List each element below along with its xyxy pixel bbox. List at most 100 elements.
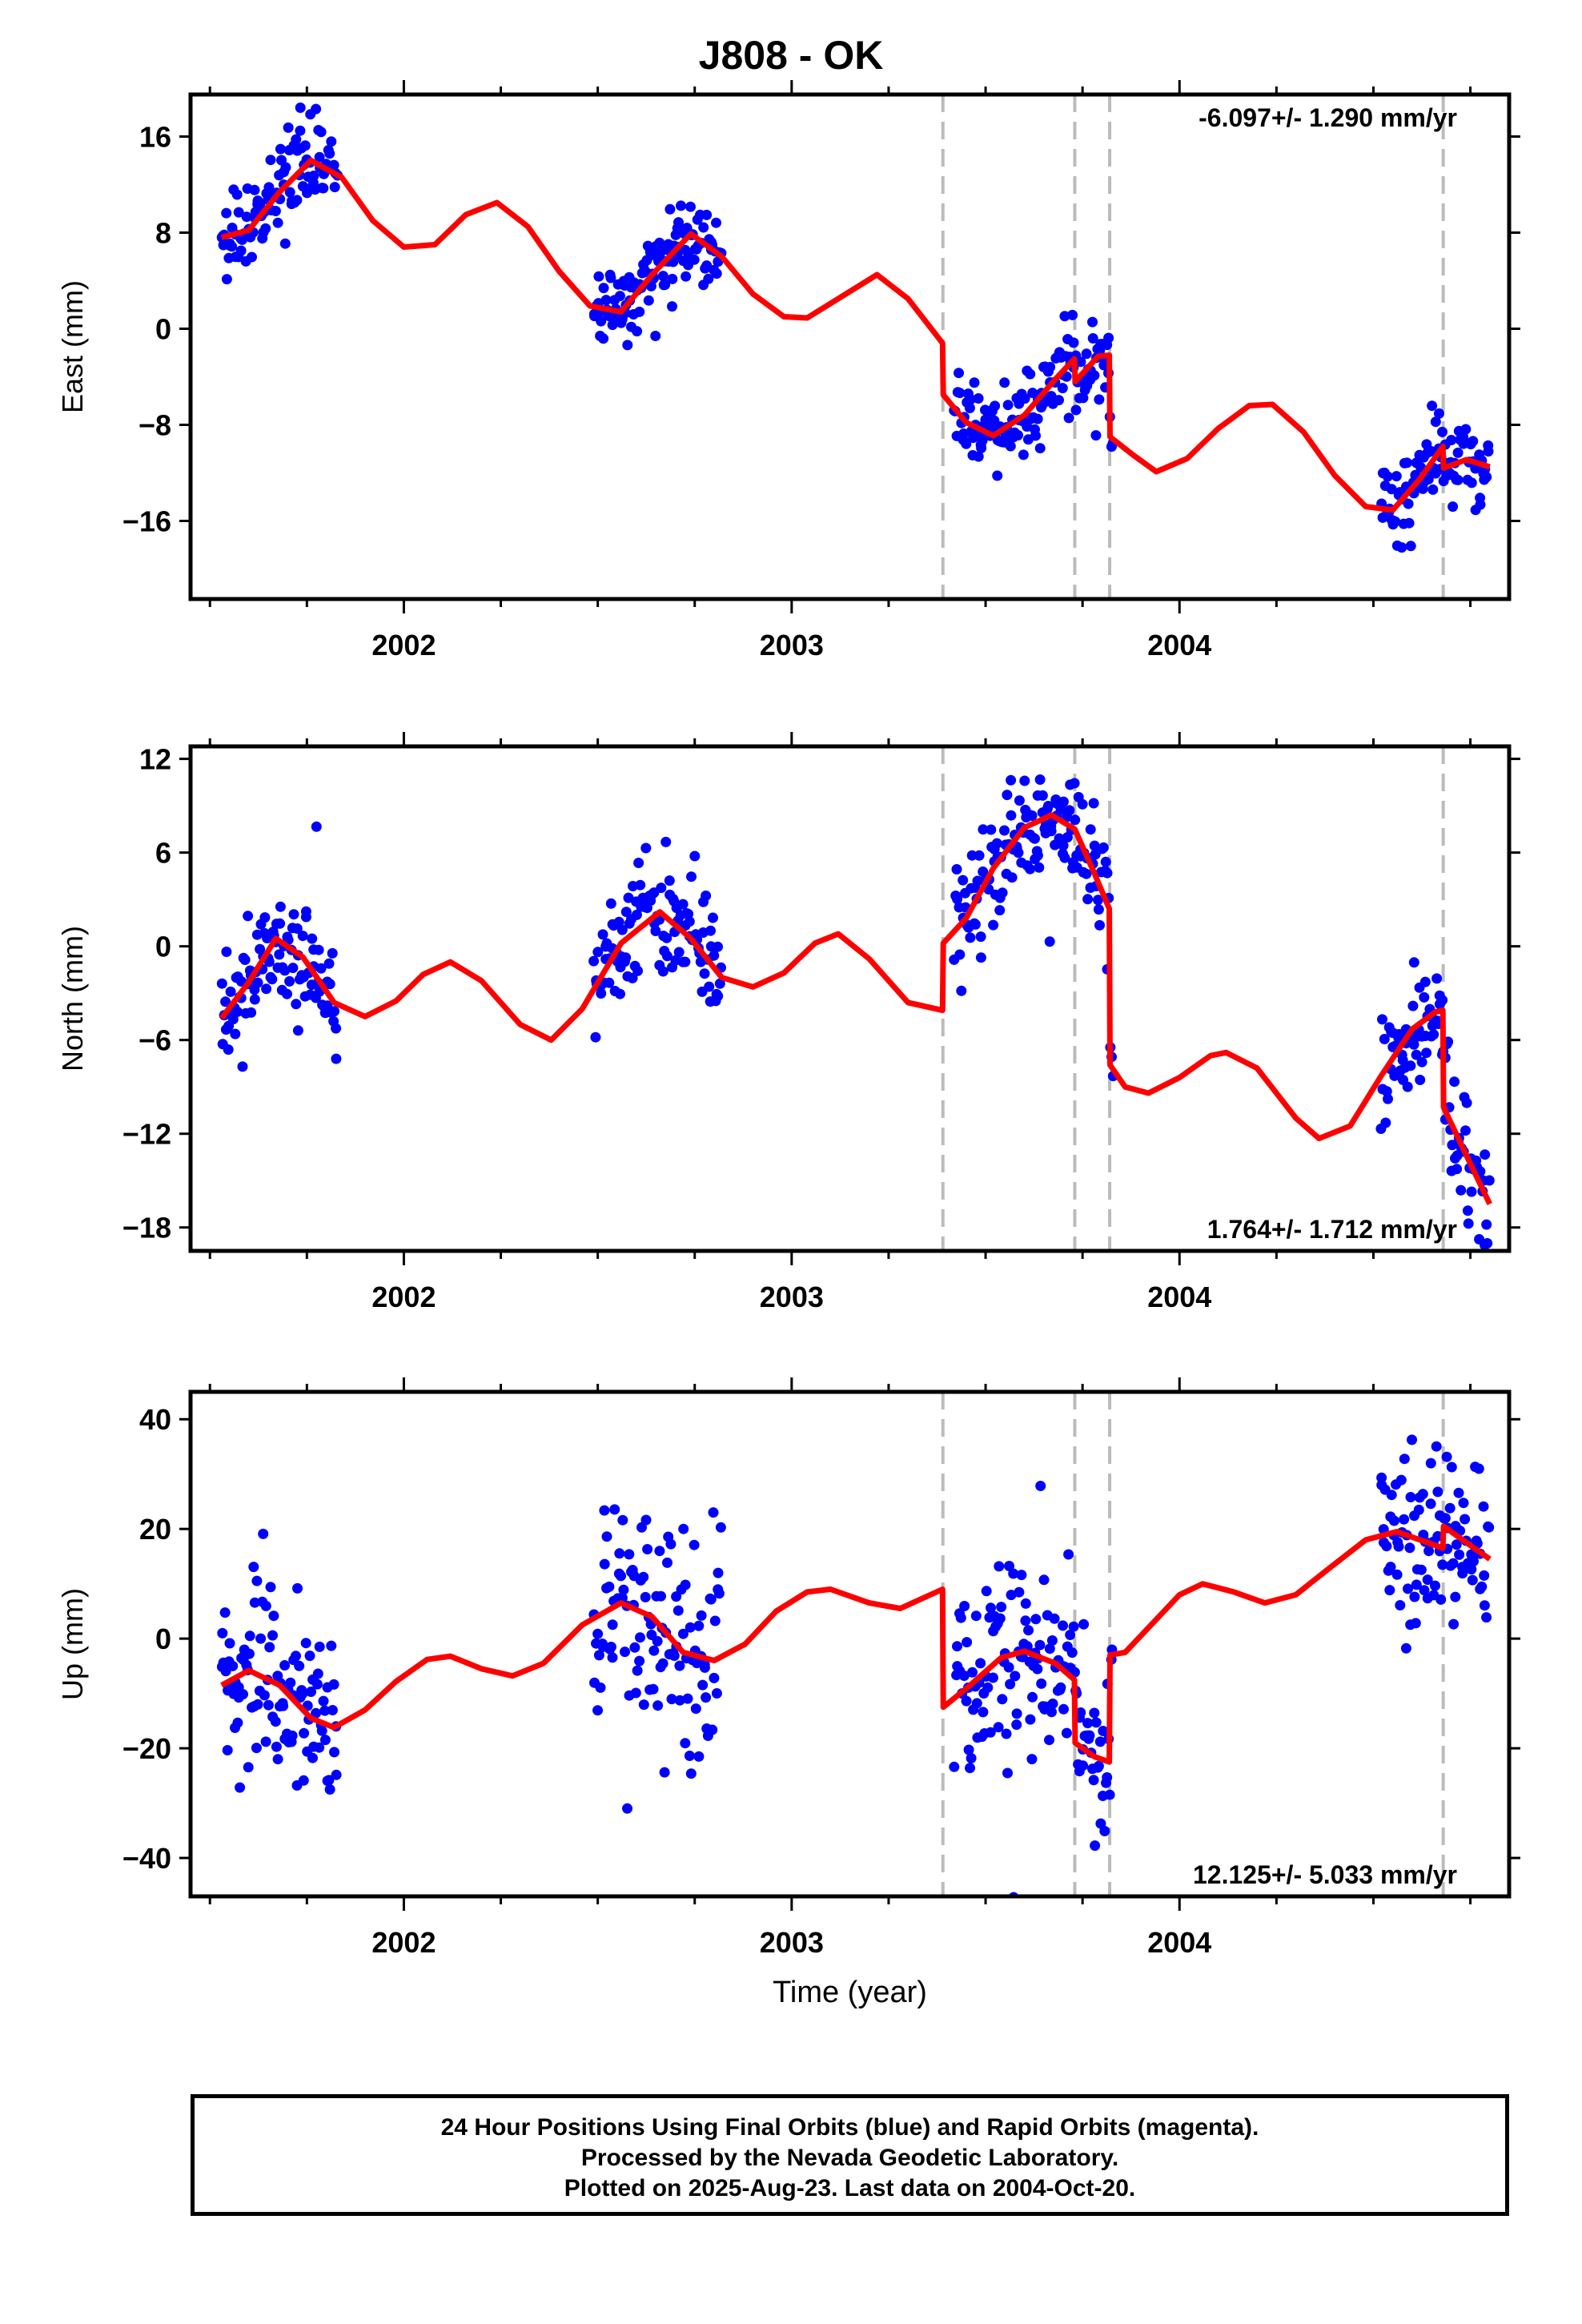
- data-point: [1038, 1574, 1050, 1586]
- data-point: [708, 912, 718, 923]
- data-point: [994, 1561, 1005, 1572]
- data-point: [970, 919, 981, 930]
- data-point: [267, 974, 278, 985]
- data-point: [328, 1679, 339, 1690]
- plot-frame: [188, 92, 1512, 601]
- data-point: [673, 217, 684, 228]
- data-point: [1451, 1539, 1462, 1550]
- data-point: [604, 977, 615, 988]
- data-point: [955, 1612, 966, 1623]
- data-point: [1006, 872, 1018, 883]
- data-point: [1082, 1718, 1094, 1729]
- data-point: [232, 1006, 243, 1017]
- y-tick-label: 0: [155, 931, 171, 963]
- data-point: [685, 1768, 697, 1779]
- data-point: [1475, 499, 1486, 510]
- data-point: [1061, 1727, 1072, 1739]
- data-point: [600, 295, 612, 306]
- data-point: [595, 1682, 606, 1693]
- data-point: [641, 255, 652, 266]
- data-point: [271, 1741, 282, 1752]
- data-point: [311, 103, 322, 115]
- data-point: [1395, 1600, 1406, 1610]
- data-point: [996, 1602, 1007, 1613]
- data-point: [1460, 424, 1472, 435]
- data-point: [701, 1692, 712, 1703]
- data-point: [711, 217, 721, 228]
- data-point: [1084, 1730, 1095, 1741]
- data-point: [656, 883, 667, 894]
- y-tick-label: −16: [122, 505, 171, 538]
- data-point: [661, 951, 673, 962]
- data-point: [627, 972, 638, 983]
- y-tick-label: −6: [139, 1024, 171, 1057]
- data-point: [703, 273, 714, 284]
- data-point: [952, 1641, 962, 1652]
- data-point: [605, 898, 616, 909]
- data-point: [666, 1694, 677, 1705]
- data-point: [1066, 1647, 1078, 1659]
- data-point: [629, 1642, 640, 1653]
- data-point: [678, 1523, 689, 1534]
- data-point: [601, 1531, 612, 1542]
- data-point: [624, 1549, 635, 1560]
- data-point: [1085, 824, 1096, 835]
- data-point: [255, 1633, 267, 1644]
- data-point: [315, 127, 327, 138]
- data-point: [1376, 1472, 1387, 1483]
- y-axis-label: North (mm): [56, 926, 89, 1072]
- data-point: [1408, 957, 1419, 968]
- data-point: [701, 891, 712, 901]
- data-point: [260, 1600, 271, 1611]
- data-point: [1452, 447, 1464, 458]
- data-point: [292, 1582, 303, 1594]
- data-point: [1034, 862, 1045, 873]
- data-point: [632, 326, 643, 337]
- data-point: [1409, 1591, 1420, 1602]
- data-point: [1014, 1586, 1025, 1598]
- data-point: [650, 331, 661, 341]
- data-point: [1057, 383, 1068, 394]
- data-point: [1479, 1570, 1490, 1581]
- data-point: [249, 184, 260, 195]
- data-point: [949, 1761, 960, 1772]
- data-point: [1405, 541, 1416, 552]
- data-point: [638, 1699, 649, 1711]
- data-point: [1081, 348, 1092, 360]
- plot-area: [216, 94, 1494, 599]
- data-point: [308, 171, 319, 181]
- y-axis-label: Up (mm): [56, 1588, 89, 1700]
- data-point: [252, 977, 263, 988]
- data-point: [605, 272, 616, 283]
- data-point: [1449, 1076, 1460, 1088]
- data-point: [992, 470, 1003, 481]
- data-point: [1002, 400, 1014, 411]
- data-point: [959, 1601, 970, 1611]
- data-point: [617, 1514, 628, 1526]
- data-point: [247, 251, 257, 263]
- data-point: [1011, 1719, 1022, 1731]
- data-point: [656, 1590, 666, 1602]
- data-point: [999, 377, 1010, 388]
- data-point: [1431, 1441, 1442, 1452]
- data-point: [1025, 368, 1036, 380]
- data-point: [1006, 774, 1017, 786]
- data-point: [1439, 1513, 1451, 1524]
- data-point: [592, 947, 604, 958]
- data-point: [297, 1688, 308, 1699]
- plot-area: [216, 746, 1495, 1251]
- data-point: [1068, 1621, 1079, 1632]
- data-point: [1422, 1574, 1433, 1586]
- data-point: [231, 189, 243, 200]
- data-point: [230, 1028, 241, 1039]
- data-point: [1046, 1707, 1057, 1718]
- data-point: [1025, 1714, 1036, 1725]
- data-point: [954, 368, 964, 379]
- data-point: [970, 1610, 982, 1622]
- data-point: [693, 1751, 705, 1762]
- data-point: [1065, 1630, 1076, 1640]
- data-point: [1034, 774, 1046, 785]
- data-point: [623, 892, 634, 903]
- data-point: [661, 836, 672, 847]
- data-point: [667, 273, 678, 284]
